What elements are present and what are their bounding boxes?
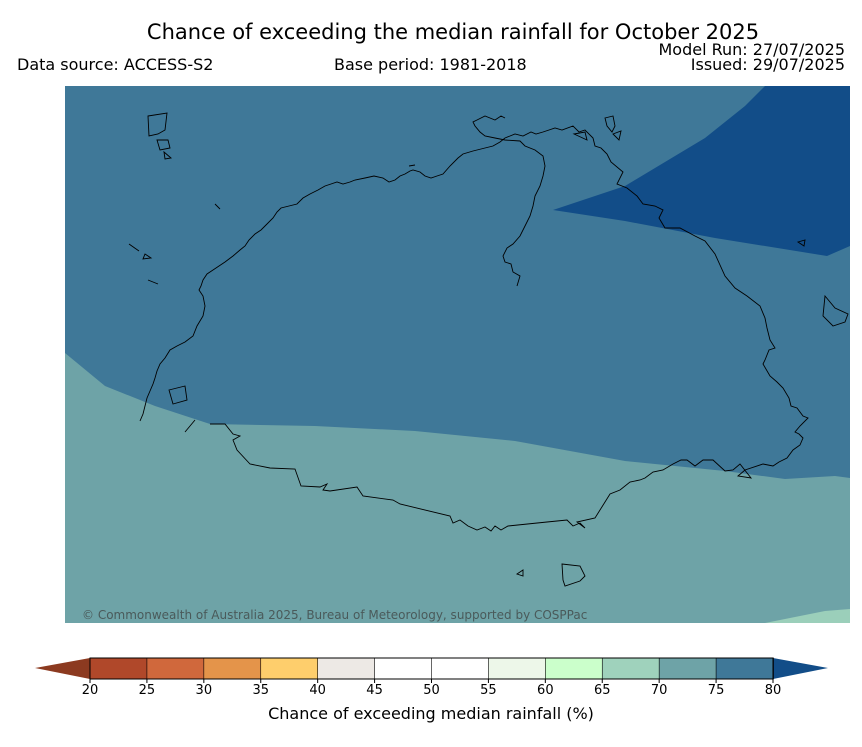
zone-65-70 bbox=[765, 609, 850, 623]
zone-80-plus bbox=[553, 86, 850, 256]
colorbar-segment bbox=[545, 657, 604, 680]
coastline-outline bbox=[139, 115, 809, 532]
colorbar-segment bbox=[317, 657, 376, 680]
colorbar-tick-label: 45 bbox=[366, 683, 383, 698]
colorbar-extend-high bbox=[773, 658, 828, 679]
colorbar-tick-label: 40 bbox=[309, 683, 326, 698]
colorbar-tick-label: 65 bbox=[594, 683, 611, 698]
colorbar-tick-label: 80 bbox=[765, 683, 782, 698]
colorbar-segment bbox=[146, 657, 205, 680]
colorbar: 20 25 30 35 40 45 50 55 60 65 70 75 80 bbox=[35, 657, 828, 698]
colorbar-tick-label: 50 bbox=[423, 683, 440, 698]
colorbar-tick-label: 55 bbox=[480, 683, 497, 698]
colorbar-segment bbox=[89, 657, 148, 680]
colorbar-segment bbox=[203, 657, 262, 680]
islands bbox=[128, 112, 849, 587]
zone-70-75 bbox=[65, 353, 850, 623]
colorbar-label: Chance of exceeding median rainfall (%) bbox=[268, 704, 594, 723]
colorbar-tick-label: 30 bbox=[196, 683, 213, 698]
colorbar-extend-low bbox=[35, 658, 90, 679]
colorbar-segment bbox=[601, 657, 660, 680]
colorbar-tick-label: 75 bbox=[708, 683, 725, 698]
colorbar-tick-label: 60 bbox=[537, 683, 554, 698]
data-source: Data source: ACCESS-S2 bbox=[17, 55, 214, 74]
colorbar-tick-label: 70 bbox=[651, 683, 668, 698]
issued-date: Issued: 29/07/2025 bbox=[690, 55, 845, 74]
colorbar-tick-label: 35 bbox=[252, 683, 269, 698]
colorbar-tick-label: 20 bbox=[82, 683, 99, 698]
colorbar-tick-label: 25 bbox=[139, 683, 156, 698]
colorbar-segment bbox=[260, 657, 319, 680]
colorbar-segment bbox=[658, 657, 717, 680]
rainfall-map bbox=[65, 86, 850, 623]
map-title: Chance of exceeding the median rainfall … bbox=[146, 20, 760, 44]
colorbar-segment bbox=[488, 657, 547, 680]
colorbar-segment bbox=[431, 657, 490, 680]
colorbar-segment bbox=[715, 657, 774, 680]
base-period: Base period: 1981-2018 bbox=[334, 55, 527, 74]
model-run: Model Run: 27/07/2025 bbox=[658, 40, 846, 59]
colorbar-segment bbox=[374, 657, 433, 680]
map-copyright: © Commonwealth of Australia 2025, Bureau… bbox=[82, 608, 588, 622]
